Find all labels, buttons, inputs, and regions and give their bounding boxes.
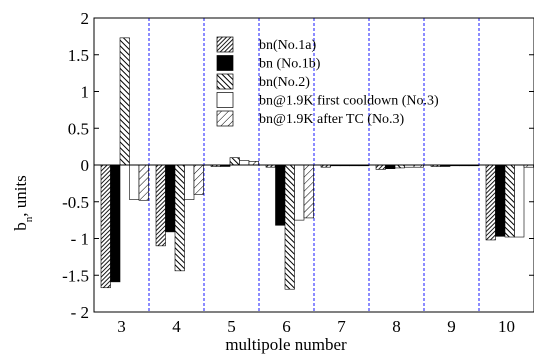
bar-2-6 [275,164,286,226]
y-tick-label: -1.5 [62,266,89,285]
bar-5-4 [193,164,204,195]
bar-2-3 [110,164,121,283]
bar-1-8 [375,164,386,170]
bar-3-10 [504,164,515,238]
legend-label: bn (No.1b) [259,57,321,72]
bar-4-6 [294,164,305,221]
y-tick-label: - 2 [71,303,89,322]
y-tick-label: -0.5 [62,193,89,212]
legend-label: bn@1.9K first cooldown (No.3) [259,94,439,109]
bar-2-4 [165,164,176,233]
y-tick-label: 1.5 [68,46,89,65]
x-tick-label: 5 [227,317,236,336]
legend: bn(No.1a) bn (No.1b) bn(No.2) bn@1.9K first… [216,36,439,127]
y-ticks: - 2 -1.5 - 1 -0.5 0 0.5 1 1.5 2 [62,9,534,322]
bars [100,37,534,290]
x-tick-label: 7 [337,317,346,336]
x-tick-label: 9 [447,317,456,336]
x-tick-label: 3 [117,317,126,336]
legend-swatch [216,55,234,71]
bar-3-4 [174,164,185,272]
x-tick-label: 4 [172,317,181,336]
bar-2-10 [495,164,506,237]
bar-3-3 [119,37,130,166]
y-tick-label: - 1 [71,230,89,249]
x-tick-label: 10 [498,317,515,336]
x-axis-title: multipole number [225,335,347,354]
x-tick-label: 8 [392,317,401,336]
bar-1-3 [100,164,111,289]
bar-4-4 [184,164,195,200]
y-tick-label: 0.5 [68,119,89,138]
bar-4-3 [129,164,140,200]
svg-text:bn, units: bn, units [11,175,35,231]
x-tick-label: 6 [282,317,291,336]
legend-label: bn(No.2) [259,75,310,90]
bar-4-5 [239,160,250,166]
y-tick-label: 2 [81,9,90,28]
y-axis-title-unit: , units [11,175,30,217]
legend-label: bn(No.1a) [259,38,316,53]
x-ticks: 3 4 5 6 7 8 9 10 [117,317,515,336]
bar-3-6 [284,164,295,290]
y-axis-title: bn, units [11,175,35,231]
legend-swatch [216,73,234,90]
y-axis-title-main: b [11,222,30,231]
bar-3-5 [229,157,240,166]
bar-5-3 [138,164,149,201]
bar-1-4 [155,164,166,247]
bar-5-6 [303,164,314,219]
legend-swatch [216,92,234,108]
y-tick-label: 1 [81,83,90,102]
bar-4-10 [514,164,525,238]
y-tick-label: 0 [81,156,90,175]
legend-label: bn@1.9K after TC (No.3) [259,112,405,127]
legend-swatch [216,36,234,53]
bar-2-8 [385,164,396,169]
bar-1-10 [485,164,496,241]
bar-5-5 [248,161,259,166]
y-axis-title-sub: n [23,216,35,222]
legend-swatch [216,110,234,127]
